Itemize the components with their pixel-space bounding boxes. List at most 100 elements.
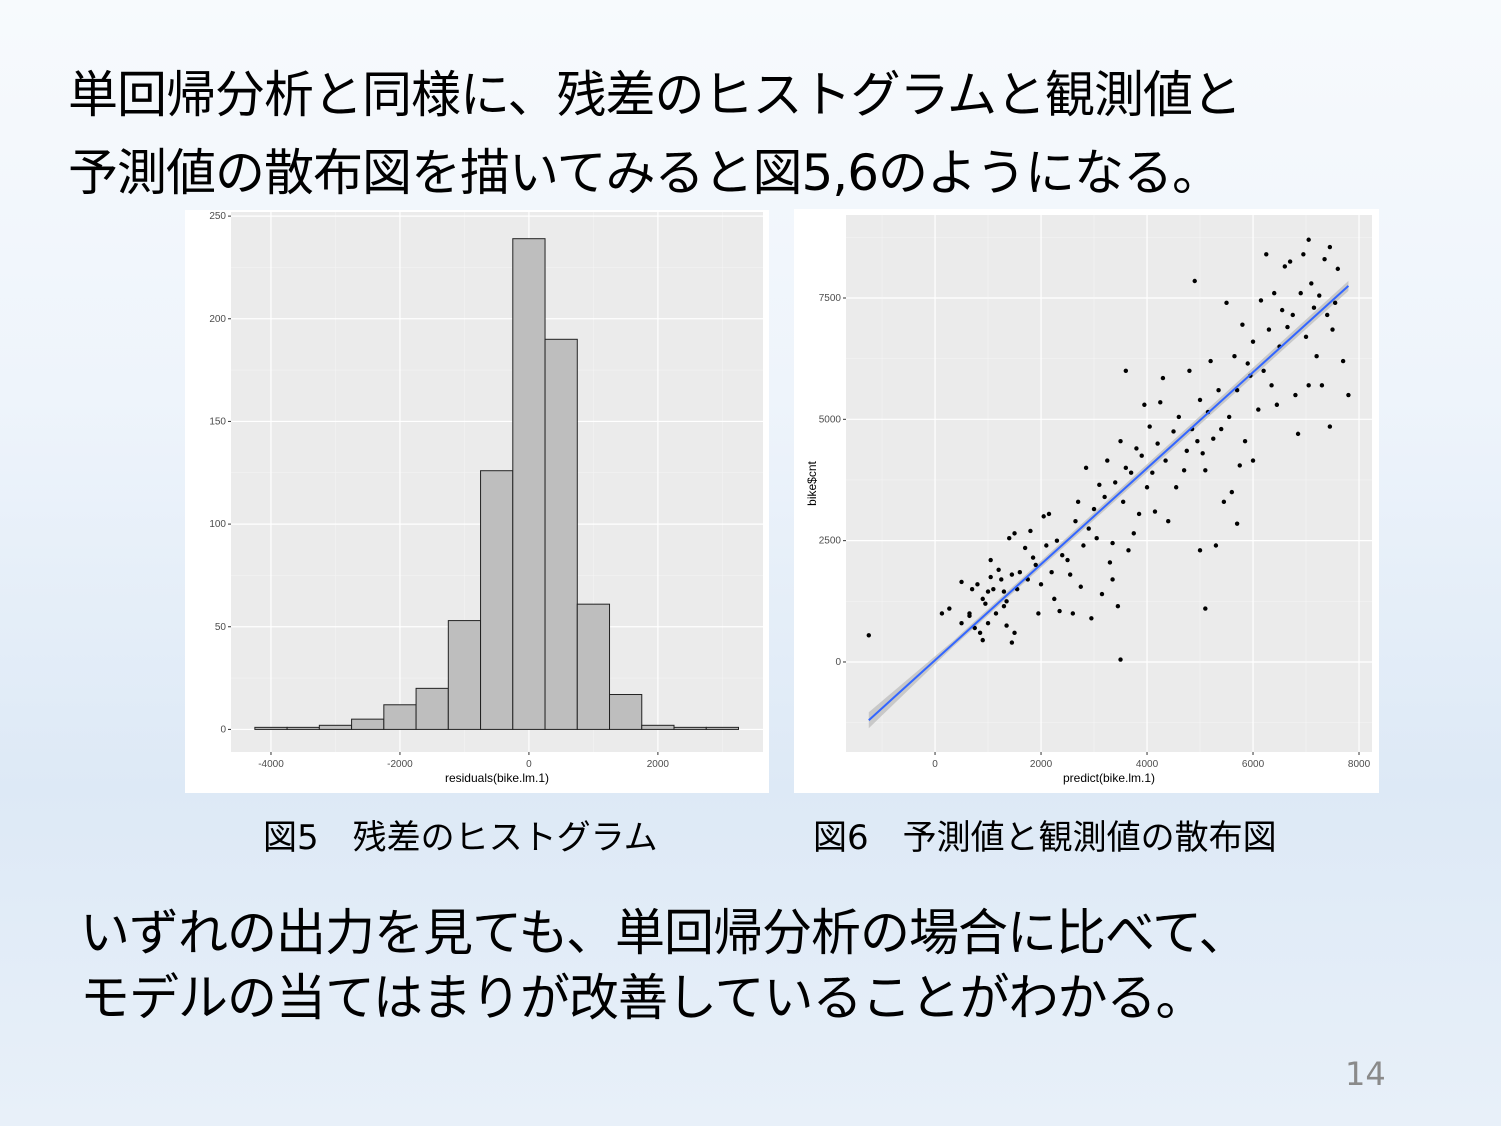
histogram-bar xyxy=(576,603,611,730)
scatter-point xyxy=(1036,611,1041,616)
scatter-point xyxy=(1229,489,1235,495)
scatter-point xyxy=(1303,334,1309,340)
scatter-point xyxy=(1102,494,1107,500)
y-tick-label: 100 xyxy=(209,519,226,530)
histogram-bar xyxy=(641,724,675,730)
scatter-point xyxy=(1242,438,1248,444)
scatter-point xyxy=(996,567,1001,572)
scatter-point xyxy=(1163,458,1168,463)
scatter-point xyxy=(1240,322,1245,327)
scatter-point xyxy=(1086,526,1091,531)
scatter-point xyxy=(1007,536,1012,541)
histogram-bar xyxy=(254,726,288,730)
scatter-point xyxy=(1330,327,1335,332)
histogram-bar xyxy=(512,238,546,730)
scatter-point xyxy=(1269,383,1274,388)
scatter-point xyxy=(1311,305,1317,310)
figure6-caption: 図6 予測値と観測値の散布図 xyxy=(813,818,1277,858)
y-tick-label: 50 xyxy=(215,622,227,633)
scatter-point xyxy=(1295,431,1301,437)
scatter-point xyxy=(1219,426,1224,432)
scatter-point xyxy=(1046,511,1052,517)
scatter-point xyxy=(1160,375,1166,381)
scatter-point xyxy=(983,601,988,606)
y-tick-label: 0 xyxy=(835,657,841,668)
scatter-point xyxy=(1001,603,1007,609)
scatter-point xyxy=(1091,506,1097,512)
histogram-bar xyxy=(609,694,643,730)
scatter-point xyxy=(1317,293,1322,298)
scatter-point xyxy=(947,606,952,611)
scatter-point xyxy=(1118,657,1123,662)
scatter-point xyxy=(959,620,964,626)
scatter-point xyxy=(1332,300,1338,306)
scatter-point xyxy=(1197,548,1203,553)
scatter-point xyxy=(1195,438,1200,444)
scatter-point xyxy=(1147,424,1152,429)
scatter-point xyxy=(985,620,991,626)
histogram-bar xyxy=(673,726,707,730)
scatter-point xyxy=(1078,584,1083,589)
scatter-point xyxy=(988,557,993,563)
scatter-point xyxy=(1250,458,1256,463)
scatter-point xyxy=(980,596,985,602)
scatter-point xyxy=(1044,543,1049,548)
scatter-point xyxy=(1009,640,1015,645)
scatter-point xyxy=(1123,368,1129,373)
scatter-point xyxy=(1282,264,1288,269)
scatter-point xyxy=(1327,244,1333,250)
scatter-point xyxy=(1213,543,1219,548)
predicted-vs-observed-scatter-chart: 0 2000 4000 6000 8000 0 2500 5000 7500 predict(bi… xyxy=(805,215,1372,785)
scatter-point xyxy=(969,586,975,592)
scatter-point xyxy=(1173,485,1179,490)
scatter-point xyxy=(1293,392,1298,398)
scatter-point xyxy=(1290,312,1295,318)
histogram-bar xyxy=(351,718,385,730)
y-axis-label: bike$cnt xyxy=(805,460,819,505)
x-tick-label: 2000 xyxy=(1030,759,1053,770)
scatter-point xyxy=(1171,429,1176,434)
scatter-point xyxy=(1094,536,1099,541)
scatter-point xyxy=(1237,463,1242,468)
scatter-point xyxy=(1261,368,1266,373)
scatter-point xyxy=(1187,368,1192,373)
scatter-point xyxy=(1216,387,1221,393)
x-tick-label: 8000 xyxy=(1348,759,1371,770)
x-axis-label: predict(bike.lm.1) xyxy=(1063,771,1155,785)
scatter-point xyxy=(1017,569,1023,575)
scatter-point xyxy=(1136,511,1142,517)
scatter-point xyxy=(1245,361,1250,366)
histogram-bar xyxy=(447,620,482,730)
scatter-point xyxy=(1097,482,1102,488)
y-tick-label: 5000 xyxy=(819,414,842,425)
scatter-point xyxy=(1152,509,1158,514)
scatter-point xyxy=(1057,608,1062,614)
figure5-caption: 図5 残差のヒストグラム xyxy=(263,818,658,858)
scatter-point xyxy=(1256,407,1261,412)
scatter-point xyxy=(1166,519,1171,524)
histogram-bar xyxy=(415,687,449,730)
scatter-point xyxy=(1335,266,1341,272)
scatter-point xyxy=(1004,623,1009,628)
scatter-point xyxy=(1224,300,1229,306)
scatter-point xyxy=(993,611,999,616)
x-tick-label: -4000 xyxy=(258,759,284,770)
scatter-point xyxy=(1134,446,1139,451)
scatter-point xyxy=(1234,521,1240,526)
scatter-point xyxy=(1306,237,1311,242)
scatter-point xyxy=(1041,514,1046,519)
scatter-point xyxy=(1279,307,1285,313)
scatter-point xyxy=(1110,540,1115,546)
scatter-point xyxy=(1340,358,1346,364)
scatter-point xyxy=(1176,414,1182,420)
scatter-point xyxy=(1258,298,1264,303)
scatter-point xyxy=(1070,611,1076,616)
scatter-point xyxy=(1274,402,1280,407)
scatter-point xyxy=(1346,392,1351,398)
scatter-point xyxy=(1155,441,1160,446)
scatter-point xyxy=(1327,424,1333,429)
scatter-point xyxy=(1075,499,1081,505)
scatter-point xyxy=(1139,453,1144,458)
x-tick-label: 6000 xyxy=(1242,759,1265,770)
scatter-point xyxy=(1033,562,1038,568)
